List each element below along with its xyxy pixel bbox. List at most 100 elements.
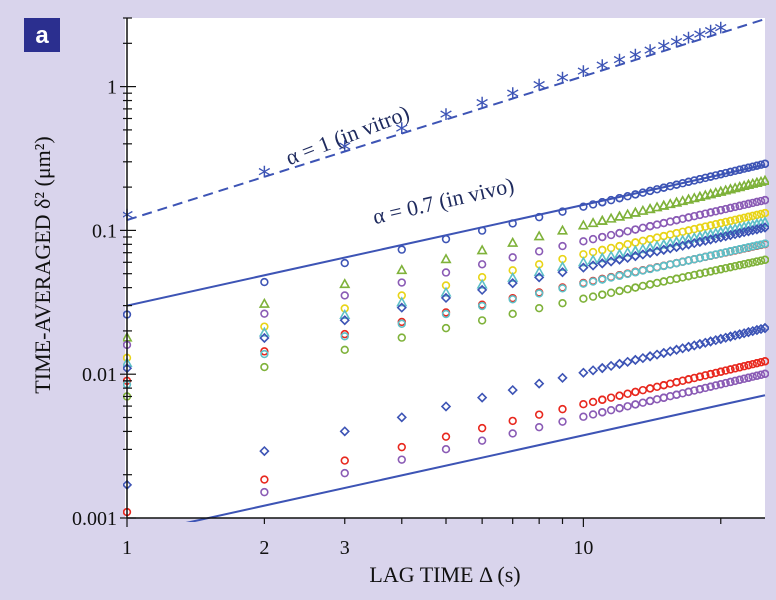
data-point-s0-p1: * <box>258 162 271 192</box>
data-point-s9-p42 <box>706 251 715 260</box>
data-point-s8-p27 <box>606 288 616 297</box>
data-point-s3-p6 <box>508 253 517 262</box>
data-point-s3-p43 <box>711 207 720 216</box>
data-point-s8-p46 <box>726 262 735 272</box>
data-point-s8-p25 <box>588 292 598 301</box>
data-point-s2-p34 <box>658 199 670 210</box>
data-point-s12-p41 <box>701 383 710 393</box>
data-point-s6-p52 <box>751 224 763 235</box>
data-point-s3-p25 <box>588 234 598 244</box>
data-point-s11-p45 <box>721 366 730 375</box>
data-point-s9-p53 <box>756 240 766 249</box>
data-point-s11-p47 <box>730 364 740 373</box>
data-point-s1-p48 <box>735 165 744 174</box>
reference-line-2 <box>185 394 766 522</box>
data-point-s2-p33 <box>651 201 663 212</box>
data-point-s11-p6 <box>508 416 517 426</box>
data-point-s11-p26 <box>598 395 607 404</box>
data-point-s8-p7 <box>534 303 544 313</box>
data-point-s8-p54 <box>760 255 769 264</box>
y-axis-title: TIME-AVERAGED δ² (μm²) <box>30 136 55 393</box>
data-point-s8-p49 <box>739 260 749 269</box>
data-point-s9-p7 <box>534 289 544 298</box>
data-point-s11-p3 <box>397 442 406 452</box>
data-point-s2-p4 <box>440 253 452 264</box>
data-point-s10-p53 <box>755 323 767 335</box>
data-point-s3-p50 <box>744 199 753 209</box>
data-point-s11-p48 <box>735 363 744 372</box>
data-point-s12-p48 <box>735 375 744 385</box>
data-point-s3-p47 <box>730 202 740 212</box>
data-point-s6-p46 <box>725 230 736 241</box>
data-point-s2-p5 <box>476 244 488 255</box>
data-point-s3-p40 <box>695 210 705 220</box>
data-point-s10-p54 <box>759 322 769 334</box>
data-point-s3-p3 <box>397 278 406 287</box>
data-point-s8-p2 <box>340 345 349 355</box>
data-point-s1-p7 <box>534 212 544 222</box>
data-point-s8-p41 <box>701 268 710 277</box>
data-point-s1-p45 <box>721 168 730 178</box>
data-point-s1-p3 <box>397 245 406 254</box>
data-point-s10-p46 <box>725 331 736 342</box>
data-point-s10-p9 <box>578 367 589 378</box>
data-point-s2-p8 <box>556 224 569 235</box>
data-point-s2-p1 <box>258 297 270 308</box>
data-point-s2-p30 <box>629 206 641 217</box>
data-point-s9-p3 <box>397 319 406 328</box>
data-point-s10-p3 <box>396 412 407 423</box>
data-point-s0-p19: * <box>714 18 727 48</box>
data-point-s0-p12: * <box>629 45 642 75</box>
data-point-s11-p39 <box>690 373 699 383</box>
data-point-s5-p29 <box>622 246 634 257</box>
data-point-s8-p51 <box>748 258 757 267</box>
data-point-s12-p50 <box>744 373 753 382</box>
data-point-s0-p6: * <box>506 84 519 114</box>
data-point-s10-p26 <box>597 362 608 374</box>
data-point-s11-p42 <box>706 369 715 379</box>
data-point-s0-p16: * <box>682 28 695 58</box>
data-point-s6-p6 <box>507 278 518 289</box>
data-point-s8-p28 <box>615 286 624 296</box>
data-point-s11-p29 <box>623 389 632 398</box>
data-point-s12-p49 <box>739 374 749 383</box>
data-point-s8-p44 <box>716 265 725 274</box>
y-tick-label: 0.1 <box>92 220 117 242</box>
data-point-s10-p45 <box>720 332 731 343</box>
plot-area <box>125 18 765 518</box>
data-point-s12-p30 <box>631 400 640 409</box>
data-point-s3-p30 <box>631 225 640 234</box>
data-point-s10-p49 <box>738 328 750 339</box>
data-point-s9-p51 <box>748 242 757 251</box>
data-point-s3-p46 <box>726 203 735 213</box>
data-point-s10-p25 <box>587 365 599 376</box>
data-point-s12-p40 <box>695 385 705 394</box>
data-point-s6-p4 <box>440 292 452 304</box>
data-point-s3-p5 <box>477 260 487 269</box>
data-point-s6-p29 <box>622 252 633 263</box>
data-point-s10-p27 <box>605 360 617 372</box>
data-point-s5-p3 <box>396 296 408 307</box>
data-marks: **** * * * * * * * * * * * * **** <box>123 18 769 522</box>
data-point-s11-p2 <box>340 456 349 465</box>
data-point-s9-p6 <box>508 295 517 304</box>
data-point-s1-p52 <box>752 161 762 170</box>
data-point-s5-p25 <box>587 254 599 265</box>
data-point-s10-p40 <box>694 338 706 350</box>
data-point-s1-p30 <box>631 190 640 199</box>
data-point-s12-p1 <box>260 487 269 497</box>
data-point-s11-p27 <box>606 393 616 402</box>
data-point-s12-p44 <box>716 380 725 389</box>
data-point-s12-p39 <box>690 386 699 395</box>
data-point-s6-p49 <box>738 227 750 238</box>
data-point-s9-p5 <box>477 301 487 311</box>
data-point-s1-p27 <box>606 195 616 205</box>
data-point-s11-p38 <box>684 375 693 384</box>
data-point-s8-p29 <box>623 285 632 294</box>
data-point-s6-p2 <box>339 315 350 326</box>
data-point-s9-p38 <box>684 256 693 265</box>
data-point-s2-p3 <box>396 264 408 275</box>
data-point-s1-p9 <box>579 202 588 211</box>
data-point-s6-p45 <box>720 231 731 242</box>
data-point-s3-p26 <box>598 232 607 242</box>
